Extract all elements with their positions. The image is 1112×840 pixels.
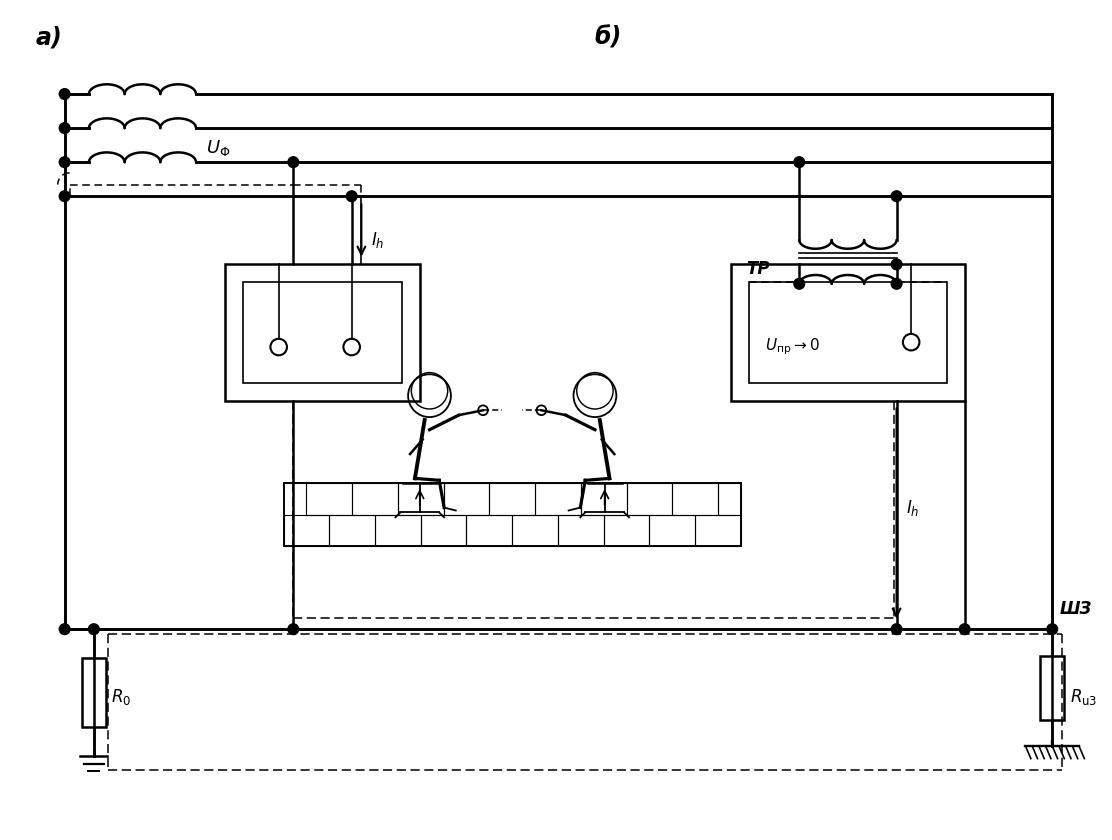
Bar [649, 515, 695, 547]
Circle shape [346, 191, 357, 202]
Bar [604, 515, 649, 547]
Circle shape [794, 278, 805, 289]
Bar [580, 483, 626, 515]
Bar [718, 483, 741, 515]
Text: a): a) [36, 26, 62, 50]
Text: $R_{\text{u3}}$: $R_{\text{u3}}$ [1070, 687, 1098, 707]
Circle shape [59, 89, 70, 99]
Circle shape [960, 624, 970, 634]
Text: $R_0$: $R_0$ [111, 687, 131, 707]
Text: $U_{\text{пр}}\rightarrow 0$: $U_{\text{пр}}\rightarrow 0$ [765, 337, 820, 357]
Bar [1040, 656, 1064, 720]
Bar [489, 483, 535, 515]
Circle shape [891, 278, 902, 289]
Bar [444, 483, 489, 515]
Bar [353, 483, 398, 515]
Circle shape [794, 157, 805, 167]
Text: TP: TP [746, 260, 770, 278]
Bar [284, 515, 329, 547]
Bar [466, 515, 513, 547]
Bar [513, 515, 558, 547]
Circle shape [59, 191, 70, 202]
Text: ШЗ: ШЗ [1060, 600, 1092, 617]
Text: $I_h$: $I_h$ [371, 230, 385, 250]
Circle shape [891, 624, 902, 634]
Circle shape [89, 624, 99, 634]
Circle shape [891, 191, 902, 202]
Bar [673, 483, 718, 515]
Bar [535, 483, 580, 515]
Bar [284, 483, 741, 547]
Circle shape [59, 157, 70, 167]
Bar [81, 659, 106, 727]
Bar [558, 515, 604, 547]
Bar [225, 265, 420, 401]
Text: $I_h$: $I_h$ [906, 497, 920, 517]
Bar [732, 265, 964, 401]
Bar [398, 483, 444, 515]
Bar [307, 483, 353, 515]
Bar [242, 282, 403, 383]
Circle shape [1046, 624, 1058, 634]
Bar [375, 515, 420, 547]
Circle shape [891, 259, 902, 270]
Text: б): б) [595, 26, 623, 50]
Bar [748, 282, 947, 383]
Bar [420, 515, 467, 547]
Circle shape [288, 157, 299, 167]
Circle shape [288, 624, 299, 634]
Bar [695, 515, 741, 547]
Circle shape [59, 624, 70, 634]
Text: $U_{\Phi}$: $U_{\Phi}$ [206, 138, 230, 158]
Bar [626, 483, 673, 515]
Bar [329, 515, 375, 547]
Circle shape [59, 123, 70, 134]
